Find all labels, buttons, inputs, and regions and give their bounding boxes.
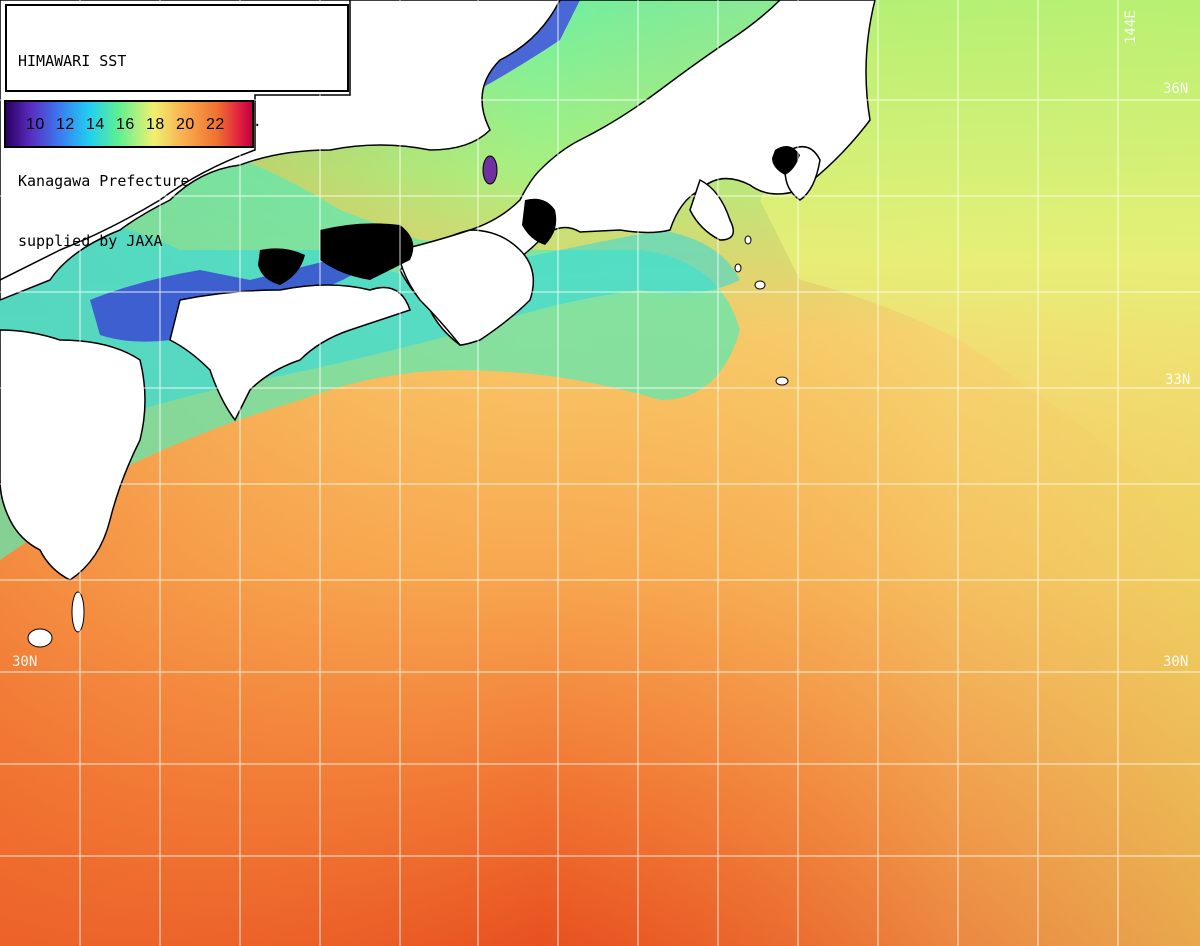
- cloud-mask-osaka: [320, 223, 414, 280]
- island-group: [27, 155, 789, 648]
- cloud-mask-inland: [258, 248, 305, 285]
- lat-label-30n-right: 30N: [1163, 654, 1189, 670]
- island: [744, 235, 752, 245]
- title-line-credit: supplied by JAXA: [18, 232, 163, 250]
- legend-tick: 18: [146, 116, 165, 133]
- kii-peninsula-land: [399, 229, 535, 346]
- island: [482, 155, 498, 185]
- island: [27, 628, 53, 648]
- nearshore-cyan-water: [0, 200, 740, 460]
- legend-gradient-bar: [6, 102, 252, 146]
- lon-label-144e: 144E: [1123, 10, 1139, 44]
- legend-tick: 20: [176, 116, 195, 133]
- kyushu-land: [0, 329, 146, 581]
- legend-tick: 12: [56, 116, 75, 133]
- legend-tick: 16: [116, 116, 135, 133]
- lat-label-33n-right: 33N: [1165, 372, 1191, 388]
- legend-tick: 10: [26, 116, 45, 133]
- island: [734, 263, 742, 273]
- legend-tick: 14: [86, 116, 105, 133]
- island: [754, 280, 766, 290]
- temperature-color-legend: 10 12 14 16 18 20 22: [4, 100, 254, 148]
- lat-label-30n-left: 30N: [12, 654, 38, 670]
- shikoku-land: [169, 284, 411, 422]
- legend-ticks: 10 12 14 16 18 20 22: [26, 116, 236, 134]
- island: [71, 591, 85, 633]
- legend-tick: 22: [206, 116, 225, 133]
- map-title-box: HIMAWARI SST ~2026/02/19(UTC) Week Comp.…: [5, 4, 349, 250]
- cloud-mask-ise: [522, 198, 557, 245]
- cloud-mask-tokyo-bay: [772, 146, 800, 175]
- island: [775, 376, 789, 386]
- kuroshio-cool-north-east: [760, 0, 1200, 520]
- title-line-region: Kanagawa Prefecture: [18, 172, 190, 190]
- title-line-product: HIMAWARI SST: [18, 52, 127, 70]
- lat-label-36n-right: 36N: [1163, 81, 1189, 97]
- lon-label-136e: 136E: [483, 10, 499, 44]
